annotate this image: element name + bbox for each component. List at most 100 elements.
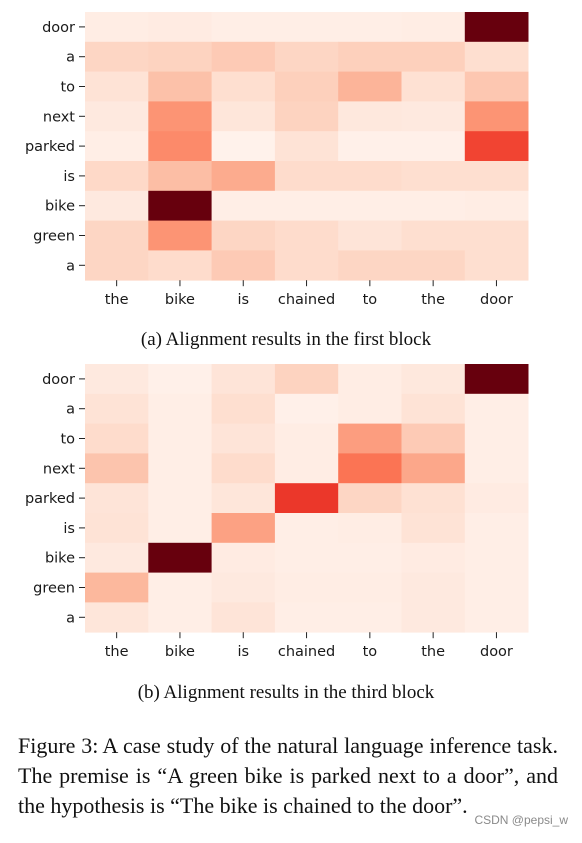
heatmap-cell-to-the bbox=[85, 423, 149, 454]
y-tick-label: green bbox=[33, 581, 75, 597]
heatmap-cell-next-the bbox=[85, 101, 149, 132]
heatmap-cell-bike-is bbox=[211, 190, 276, 221]
heatmap-cell-is-the bbox=[85, 513, 149, 544]
heatmap-a: door a to next parked is bike green a the bike is ch… bbox=[25, 12, 529, 308]
heatmap-cell-parked-to bbox=[338, 483, 402, 514]
heatmap-cell-next-the bbox=[85, 453, 149, 484]
y-tick-label: a bbox=[66, 50, 75, 66]
heatmap-cell-parked-door bbox=[464, 131, 529, 162]
y-tick-label: door bbox=[42, 372, 75, 388]
y-tick-label: is bbox=[63, 169, 75, 185]
heatmap-cell-a-the bbox=[85, 393, 149, 424]
heatmap-cell-door-to bbox=[338, 12, 402, 43]
heatmap-cell-a-the bbox=[401, 250, 466, 281]
y-tick-label: to bbox=[60, 432, 75, 448]
heatmap-cell-a-to bbox=[338, 602, 402, 633]
heatmap-cell-to-bike bbox=[148, 423, 212, 454]
heatmap-cell-a-the bbox=[401, 393, 466, 424]
heatmap-cell-bike-the bbox=[401, 190, 466, 221]
heatmap-cell-door-the bbox=[401, 364, 466, 395]
heatmap-cell-is-is bbox=[211, 513, 276, 544]
heatmap-cell-a-is bbox=[211, 41, 276, 72]
heatmap-cell-parked-the bbox=[401, 483, 466, 514]
heatmap-cell-to-door bbox=[464, 423, 529, 454]
heatmap-cell-next-bike bbox=[148, 453, 212, 484]
x-tick-label: the bbox=[105, 644, 129, 660]
x-tick-label: bike bbox=[165, 292, 195, 308]
heatmap-cell-is-bike bbox=[148, 161, 212, 192]
heatmap-cell-green-bike bbox=[148, 572, 212, 603]
x-tick-label: chained bbox=[278, 292, 335, 308]
heatmap-cell-is-the bbox=[401, 161, 466, 192]
y-tick-label: next bbox=[43, 109, 75, 125]
y-tick-label: a bbox=[66, 258, 75, 274]
heatmap-cell-green-to bbox=[338, 572, 402, 603]
y-tick-label: parked bbox=[25, 491, 75, 507]
heatmap-cell-green-the bbox=[85, 220, 149, 251]
heatmap-cell-green-chained bbox=[274, 220, 339, 251]
heatmap-cell-is-to bbox=[338, 161, 402, 192]
heatmap-cell-a-is bbox=[211, 393, 276, 424]
y-tick-label: green bbox=[33, 229, 75, 245]
x-tick-label: to bbox=[363, 644, 378, 660]
heatmap-cell-a-the bbox=[85, 41, 149, 72]
heatmap-cell-bike-is bbox=[211, 542, 276, 573]
heatmap-cell-parked-door bbox=[464, 483, 529, 514]
x-tick-label: the bbox=[105, 292, 129, 308]
heatmap-cell-door-the bbox=[401, 12, 466, 43]
heatmap-cell-is-the bbox=[85, 161, 149, 192]
heatmap-cell-bike-the bbox=[85, 190, 149, 221]
heatmap-cell-a-to bbox=[338, 41, 402, 72]
heatmap-cell-next-the bbox=[401, 453, 466, 484]
watermark: CSDN @pepsi_w bbox=[474, 813, 568, 827]
heatmap-cell-next-to bbox=[338, 453, 402, 484]
heatmap-cell-a-chained bbox=[274, 250, 339, 281]
heatmap-cell-next-bike bbox=[148, 101, 212, 132]
heatmap-cell-is-chained bbox=[274, 161, 339, 192]
heatmap-cell-next-chained bbox=[274, 453, 339, 484]
heatmap-cell-bike-door bbox=[464, 542, 529, 573]
heatmap-cell-a-door bbox=[464, 41, 529, 72]
y-tick-label: is bbox=[63, 521, 75, 537]
heatmap-cell-to-the bbox=[401, 71, 466, 102]
heatmap-cell-green-to bbox=[338, 220, 402, 251]
heatmap-cell-to-chained bbox=[274, 71, 339, 102]
heatmap-cell-is-bike bbox=[148, 513, 212, 544]
heatmap-cell-parked-bike bbox=[148, 131, 212, 162]
heatmap-cell-parked-the bbox=[85, 131, 149, 162]
heatmap-cell-to-bike bbox=[148, 71, 212, 102]
heatmap-cell-to-chained bbox=[274, 423, 339, 454]
x-tick-label: is bbox=[237, 292, 249, 308]
heatmap-cell-a-door bbox=[464, 250, 529, 281]
y-tick-label: to bbox=[60, 80, 75, 96]
x-tick-label: bike bbox=[165, 644, 195, 660]
y-tick-label: door bbox=[42, 20, 75, 36]
heatmap-cell-next-door bbox=[464, 453, 529, 484]
x-tick-label: is bbox=[237, 644, 249, 660]
y-tick-label: bike bbox=[45, 551, 75, 567]
heatmap-cell-to-is bbox=[211, 423, 276, 454]
heatmap-cell-parked-bike bbox=[148, 483, 212, 514]
heatmap-cell-parked-the bbox=[85, 483, 149, 514]
heatmap-b: door a to next parked is bike green a the bike is ch… bbox=[25, 364, 529, 660]
heatmap-cell-door-is bbox=[211, 12, 276, 43]
y-tick-label: bike bbox=[45, 199, 75, 215]
x-tick-label: chained bbox=[278, 644, 335, 660]
heatmap-cell-to-to bbox=[338, 71, 402, 102]
y-tick-label: a bbox=[66, 610, 75, 626]
heatmap-cell-a-is bbox=[211, 602, 276, 633]
heatmap-cell-bike-chained bbox=[274, 190, 339, 221]
heatmap-cell-bike-the bbox=[85, 542, 149, 573]
heatmap-cell-door-is bbox=[211, 364, 276, 395]
heatmap-cell-door-the bbox=[85, 364, 149, 395]
heatmap-cell-a-door bbox=[464, 393, 529, 424]
heatmap-cell-parked-is bbox=[211, 483, 276, 514]
heatmap-cell-a-to bbox=[338, 393, 402, 424]
heatmap-cell-to-is bbox=[211, 71, 276, 102]
y-tick-label: parked bbox=[25, 139, 75, 155]
heatmap-cell-door-bike bbox=[148, 12, 212, 43]
heatmap-cell-next-is bbox=[211, 453, 276, 484]
heatmap-cell-bike-the bbox=[401, 542, 466, 573]
figure-caption-label: Figure 3: bbox=[18, 733, 99, 758]
